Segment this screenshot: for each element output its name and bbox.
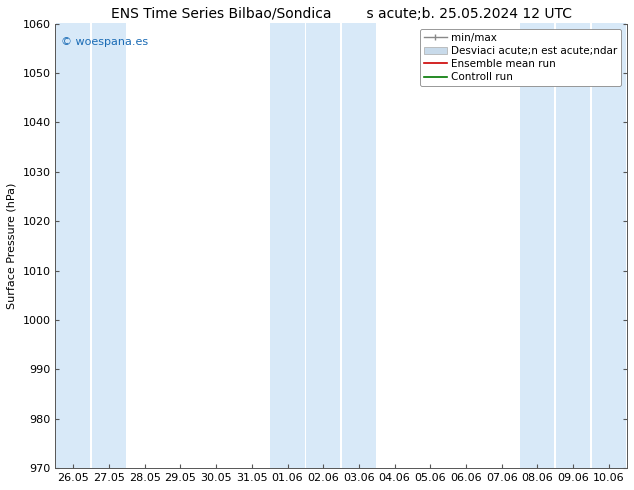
Legend: min/max, Desviaci acute;n est acute;ndar, Ensemble mean run, Controll run: min/max, Desviaci acute;n est acute;ndar… xyxy=(420,29,621,86)
Bar xyxy=(306,24,340,468)
Bar xyxy=(270,24,304,468)
Bar xyxy=(56,24,91,468)
Y-axis label: Surface Pressure (hPa): Surface Pressure (hPa) xyxy=(7,183,17,309)
Bar xyxy=(92,24,126,468)
Bar xyxy=(342,24,376,468)
Title: ENS Time Series Bilbao/Sondica        s acute;b. 25.05.2024 12 UTC: ENS Time Series Bilbao/Sondica s acute;b… xyxy=(110,7,571,21)
Bar xyxy=(592,24,626,468)
Bar xyxy=(556,24,590,468)
Bar xyxy=(521,24,555,468)
Text: © woespana.es: © woespana.es xyxy=(61,37,148,47)
